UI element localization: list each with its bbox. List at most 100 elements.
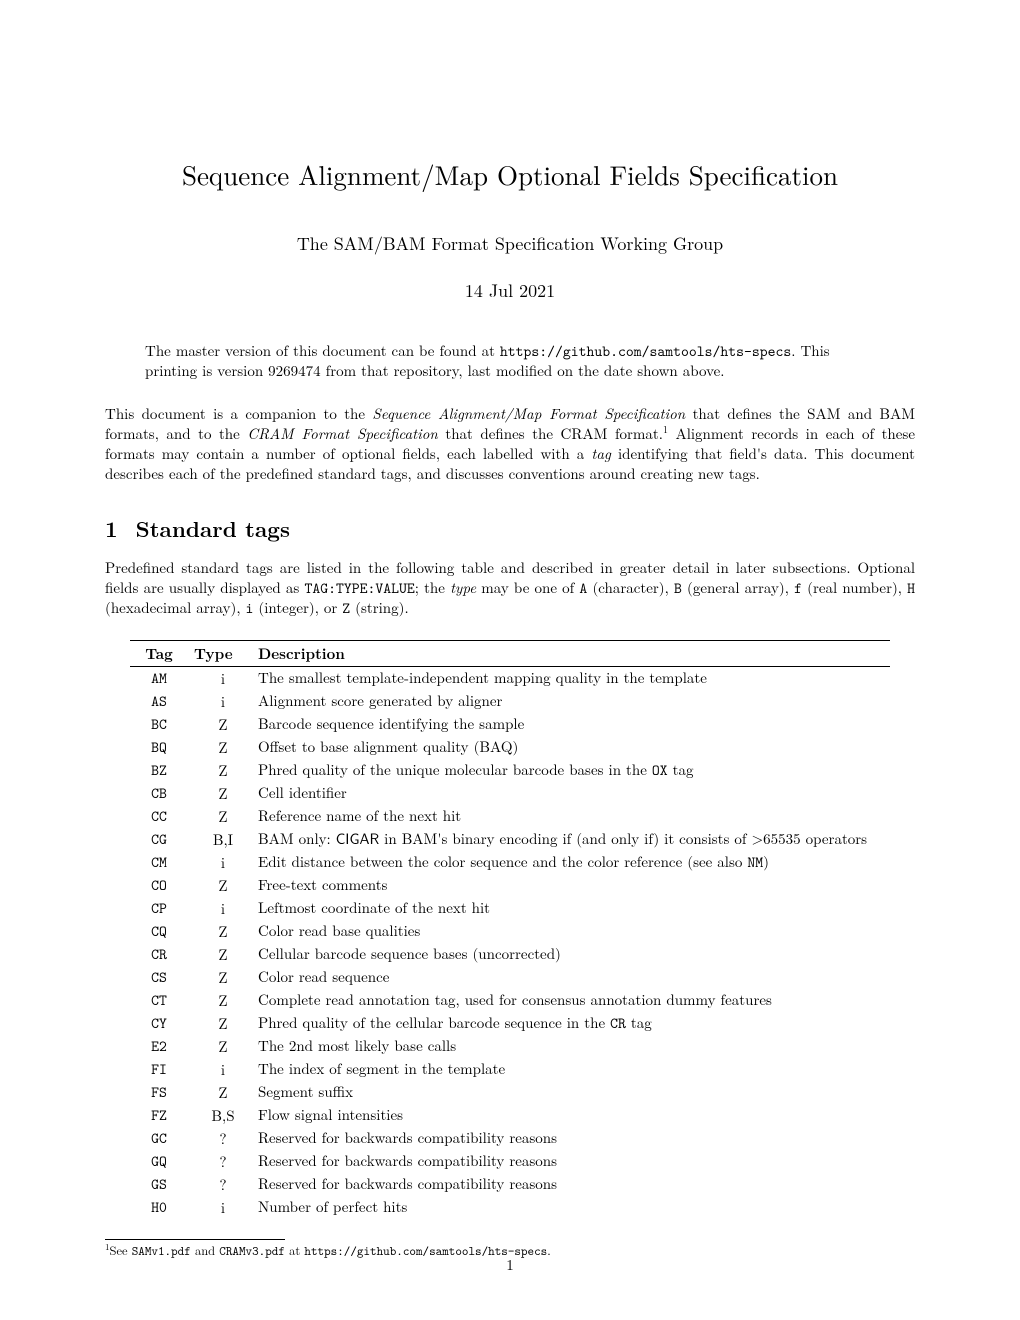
s1-type-Z: Z bbox=[342, 598, 350, 618]
cell-desc-tt: NM bbox=[747, 852, 763, 872]
cell-tag: CG bbox=[130, 828, 194, 851]
cell-tag: GC bbox=[130, 1127, 194, 1150]
intro-tag-word: tag bbox=[591, 443, 611, 464]
table-row: H0iNumber of perfect hits bbox=[130, 1196, 890, 1219]
cell-desc: Leftmost coordinate of the next hit bbox=[258, 897, 890, 920]
s1-tagtypevalue: TAG:TYPE:VALUE bbox=[304, 578, 414, 598]
cell-tag: CS bbox=[130, 966, 194, 989]
cell-desc-b: tag bbox=[668, 759, 694, 780]
cell-desc: Reference name of the next hit bbox=[258, 805, 890, 828]
cell-tag: GS bbox=[130, 1173, 194, 1196]
table-row: GS?Reserved for backwards compatibility … bbox=[130, 1173, 890, 1196]
page-number: 1 bbox=[0, 1254, 1020, 1275]
cell-type: ? bbox=[194, 1150, 258, 1173]
cell-tag: BZ bbox=[130, 759, 194, 782]
cell-tag: CP bbox=[130, 897, 194, 920]
cell-type: Z bbox=[194, 920, 258, 943]
cell-desc: The 2nd most likely base calls bbox=[258, 1035, 890, 1058]
cell-type: i bbox=[194, 1058, 258, 1081]
cell-desc: Barcode sequence identifying the sample bbox=[258, 713, 890, 736]
document-date: 14 Jul 2021 bbox=[105, 278, 915, 303]
cell-desc-a: Edit distance between the color sequence… bbox=[258, 851, 747, 872]
cell-tag: CM bbox=[130, 851, 194, 874]
cell-tag: FZ bbox=[130, 1104, 194, 1127]
cell-desc-tt: CR bbox=[610, 1013, 626, 1033]
th-type: Type bbox=[194, 641, 258, 667]
cell-tag: CO bbox=[130, 874, 194, 897]
cell-desc: Alignment score generated by aligner bbox=[258, 690, 890, 713]
s1-b: ; the bbox=[415, 577, 450, 598]
table-row: E2ZThe 2nd most likely base calls bbox=[130, 1035, 890, 1058]
cell-type: Z bbox=[194, 943, 258, 966]
cell-type: Z bbox=[194, 713, 258, 736]
table-row: CTZComplete read annotation tag, used fo… bbox=[130, 989, 890, 1012]
cell-type: i bbox=[194, 851, 258, 874]
table-row: CCZReference name of the next hit bbox=[130, 805, 890, 828]
document-author: The SAM/BAM Format Specification Working… bbox=[105, 231, 915, 256]
cell-desc-sans: CIGAR bbox=[336, 827, 379, 849]
cell-tag: CC bbox=[130, 805, 194, 828]
cell-tag: AM bbox=[130, 667, 194, 691]
table-row: CYZPhred quality of the cellular barcode… bbox=[130, 1012, 890, 1035]
page-container: Sequence Alignment/Map Optional Fields S… bbox=[0, 0, 1020, 1318]
s1-d-i: (integer), or bbox=[253, 597, 342, 618]
cell-desc: Cell identifier bbox=[258, 782, 890, 805]
table-row: CSZColor read sequence bbox=[130, 966, 890, 989]
section-1-paragraph: Predefined standard tags are listed in t… bbox=[105, 558, 915, 619]
cell-desc: Phred quality of the unique molecular ba… bbox=[258, 759, 890, 782]
cell-desc: Reserved for backwards compatibility rea… bbox=[258, 1150, 890, 1173]
cell-desc: Offset to base alignment quality (BAQ) bbox=[258, 736, 890, 759]
th-tag: Tag bbox=[130, 641, 194, 667]
cell-desc-tt: OX bbox=[652, 760, 668, 780]
s1-d-B: (general array), bbox=[682, 577, 794, 598]
cell-tag: CQ bbox=[130, 920, 194, 943]
intro-paragraph: This document is a companion to the Sequ… bbox=[105, 404, 915, 485]
cell-desc: Reserved for backwards compatibility rea… bbox=[258, 1173, 890, 1196]
cell-tag: E2 bbox=[130, 1035, 194, 1058]
cell-tag: AS bbox=[130, 690, 194, 713]
table-row: FSZSegment suffix bbox=[130, 1081, 890, 1104]
cell-type: i bbox=[194, 690, 258, 713]
document-title: Sequence Alignment/Map Optional Fields S… bbox=[105, 155, 915, 193]
s1-type-word: type bbox=[450, 577, 476, 598]
s1-c: may be one of bbox=[476, 577, 579, 598]
cell-tag: BC bbox=[130, 713, 194, 736]
cell-desc: Color read base qualities bbox=[258, 920, 890, 943]
intro-spec2-name: CRAM Format Specification bbox=[247, 423, 438, 444]
cell-desc: Cellular barcode sequence bases (uncorre… bbox=[258, 943, 890, 966]
table-header-row: Tag Type Description bbox=[130, 641, 890, 667]
intro-spec1-name: Sequence Alignment/Map Format Specificat… bbox=[372, 403, 685, 424]
cell-desc: Number of perfect hits bbox=[258, 1196, 890, 1219]
cell-type: i bbox=[194, 897, 258, 920]
cell-tag: FI bbox=[130, 1058, 194, 1081]
s1-d-H: (hexadecimal array), bbox=[105, 597, 246, 618]
table-row: ASiAlignment score generated by aligner bbox=[130, 690, 890, 713]
table-row: CPiLeftmost coordinate of the next hit bbox=[130, 897, 890, 920]
table-row: FIiThe index of segment in the template bbox=[130, 1058, 890, 1081]
cell-tag: H0 bbox=[130, 1196, 194, 1219]
cell-type: Z bbox=[194, 1035, 258, 1058]
table-row: BQZOffset to base alignment quality (BAQ… bbox=[130, 736, 890, 759]
cell-type: Z bbox=[194, 1012, 258, 1035]
s1-type-H: H bbox=[907, 578, 915, 598]
cell-desc: Complete read annotation tag, used for c… bbox=[258, 989, 890, 1012]
table-row: BCZBarcode sequence identifying the samp… bbox=[130, 713, 890, 736]
cell-desc-b: tag bbox=[626, 1012, 652, 1033]
cell-type: Z bbox=[194, 1081, 258, 1104]
s1-d-A: (character), bbox=[587, 577, 674, 598]
cell-type: B,S bbox=[194, 1104, 258, 1127]
cell-desc: Flow signal intensities bbox=[258, 1104, 890, 1127]
tags-table: Tag Type Description AMiThe smallest tem… bbox=[130, 640, 890, 1219]
cell-desc-b: ) bbox=[763, 851, 769, 872]
version-prefix: The master version of this document can … bbox=[145, 340, 500, 361]
s1-type-B: B bbox=[674, 578, 682, 598]
version-url: https://github.com/samtools/hts-specs bbox=[500, 341, 791, 361]
table-row: BZZPhred quality of the unique molecular… bbox=[130, 759, 890, 782]
cell-type: Z bbox=[194, 805, 258, 828]
cell-tag: CY bbox=[130, 1012, 194, 1035]
cell-type: Z bbox=[194, 966, 258, 989]
cell-tag: CB bbox=[130, 782, 194, 805]
cell-desc: Edit distance between the color sequence… bbox=[258, 851, 890, 874]
table-row: GQ?Reserved for backwards compatibility … bbox=[130, 1150, 890, 1173]
cell-desc: BAM only: CIGAR in BAM's binary encoding… bbox=[258, 828, 890, 851]
